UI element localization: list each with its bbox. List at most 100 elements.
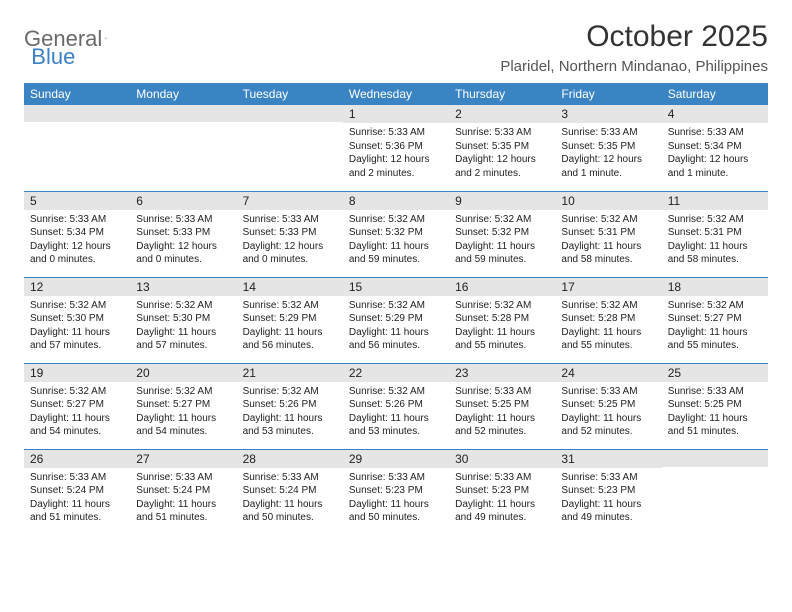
day-cell: 10Sunrise: 5:32 AMSunset: 5:31 PMDayligh… <box>555 191 661 277</box>
day-cell: 5Sunrise: 5:33 AMSunset: 5:34 PMDaylight… <box>24 191 130 277</box>
day-data: Sunrise: 5:33 AMSunset: 5:35 PMDaylight:… <box>449 123 555 182</box>
day-data: Sunrise: 5:32 AMSunset: 5:29 PMDaylight:… <box>237 296 343 355</box>
day-data: Sunrise: 5:32 AMSunset: 5:27 PMDaylight:… <box>24 382 130 441</box>
month-title: October 2025 <box>500 20 768 54</box>
title-block: October 2025 Plaridel, Northern Mindanao… <box>500 20 768 75</box>
day-number: 30 <box>449 450 555 468</box>
day-data: Sunrise: 5:32 AMSunset: 5:31 PMDaylight:… <box>555 210 661 269</box>
day-data: Sunrise: 5:33 AMSunset: 5:23 PMDaylight:… <box>555 468 661 527</box>
day-data: Sunrise: 5:33 AMSunset: 5:24 PMDaylight:… <box>130 468 236 527</box>
empty-cell <box>24 105 130 191</box>
day-number: 5 <box>24 192 130 210</box>
header: General Blue October 2025 Plaridel, Nort… <box>24 20 768 75</box>
day-number <box>237 105 343 122</box>
day-number: 27 <box>130 450 236 468</box>
day-number: 19 <box>24 364 130 382</box>
day-cell: 19Sunrise: 5:32 AMSunset: 5:27 PMDayligh… <box>24 363 130 449</box>
day-cell: 26Sunrise: 5:33 AMSunset: 5:24 PMDayligh… <box>24 449 130 535</box>
day-data: Sunrise: 5:32 AMSunset: 5:26 PMDaylight:… <box>343 382 449 441</box>
day-data: Sunrise: 5:32 AMSunset: 5:32 PMDaylight:… <box>449 210 555 269</box>
day-data: Sunrise: 5:33 AMSunset: 5:34 PMDaylight:… <box>24 210 130 269</box>
day-number: 25 <box>662 364 768 382</box>
day-number: 7 <box>237 192 343 210</box>
day-data: Sunrise: 5:33 AMSunset: 5:33 PMDaylight:… <box>237 210 343 269</box>
day-number <box>130 105 236 122</box>
day-cell: 2Sunrise: 5:33 AMSunset: 5:35 PMDaylight… <box>449 105 555 191</box>
calendar-row: 12Sunrise: 5:32 AMSunset: 5:30 PMDayligh… <box>24 277 768 363</box>
day-data: Sunrise: 5:33 AMSunset: 5:25 PMDaylight:… <box>662 382 768 441</box>
day-cell: 21Sunrise: 5:32 AMSunset: 5:26 PMDayligh… <box>237 363 343 449</box>
day-header: Monday <box>130 83 236 105</box>
day-number: 28 <box>237 450 343 468</box>
calendar-thead: SundayMondayTuesdayWednesdayThursdayFrid… <box>24 83 768 105</box>
day-data: Sunrise: 5:33 AMSunset: 5:24 PMDaylight:… <box>24 468 130 527</box>
day-data: Sunrise: 5:32 AMSunset: 5:28 PMDaylight:… <box>449 296 555 355</box>
logo: General Blue <box>24 20 171 52</box>
day-data: Sunrise: 5:32 AMSunset: 5:32 PMDaylight:… <box>343 210 449 269</box>
day-cell: 12Sunrise: 5:32 AMSunset: 5:30 PMDayligh… <box>24 277 130 363</box>
day-data: Sunrise: 5:33 AMSunset: 5:25 PMDaylight:… <box>449 382 555 441</box>
day-header: Thursday <box>449 83 555 105</box>
day-cell: 11Sunrise: 5:32 AMSunset: 5:31 PMDayligh… <box>662 191 768 277</box>
day-cell: 13Sunrise: 5:32 AMSunset: 5:30 PMDayligh… <box>130 277 236 363</box>
day-number: 16 <box>449 278 555 296</box>
day-number <box>662 450 768 467</box>
day-cell: 7Sunrise: 5:33 AMSunset: 5:33 PMDaylight… <box>237 191 343 277</box>
day-cell: 3Sunrise: 5:33 AMSunset: 5:35 PMDaylight… <box>555 105 661 191</box>
day-data: Sunrise: 5:33 AMSunset: 5:33 PMDaylight:… <box>130 210 236 269</box>
calendar-row: 26Sunrise: 5:33 AMSunset: 5:24 PMDayligh… <box>24 449 768 535</box>
day-cell: 15Sunrise: 5:32 AMSunset: 5:29 PMDayligh… <box>343 277 449 363</box>
day-cell: 31Sunrise: 5:33 AMSunset: 5:23 PMDayligh… <box>555 449 661 535</box>
day-data: Sunrise: 5:32 AMSunset: 5:31 PMDaylight:… <box>662 210 768 269</box>
day-number: 14 <box>237 278 343 296</box>
day-cell: 24Sunrise: 5:33 AMSunset: 5:25 PMDayligh… <box>555 363 661 449</box>
empty-cell <box>237 105 343 191</box>
day-data: Sunrise: 5:32 AMSunset: 5:27 PMDaylight:… <box>662 296 768 355</box>
day-number: 24 <box>555 364 661 382</box>
day-cell: 9Sunrise: 5:32 AMSunset: 5:32 PMDaylight… <box>449 191 555 277</box>
day-data: Sunrise: 5:33 AMSunset: 5:23 PMDaylight:… <box>343 468 449 527</box>
day-number: 17 <box>555 278 661 296</box>
day-number: 3 <box>555 105 661 123</box>
day-header: Wednesday <box>343 83 449 105</box>
day-cell: 23Sunrise: 5:33 AMSunset: 5:25 PMDayligh… <box>449 363 555 449</box>
day-cell: 1Sunrise: 5:33 AMSunset: 5:36 PMDaylight… <box>343 105 449 191</box>
empty-cell <box>130 105 236 191</box>
day-header: Friday <box>555 83 661 105</box>
calendar-row: 19Sunrise: 5:32 AMSunset: 5:27 PMDayligh… <box>24 363 768 449</box>
logo-sail-icon <box>105 31 107 45</box>
day-cell: 29Sunrise: 5:33 AMSunset: 5:23 PMDayligh… <box>343 449 449 535</box>
day-cell: 27Sunrise: 5:33 AMSunset: 5:24 PMDayligh… <box>130 449 236 535</box>
day-data: Sunrise: 5:32 AMSunset: 5:29 PMDaylight:… <box>343 296 449 355</box>
day-cell: 18Sunrise: 5:32 AMSunset: 5:27 PMDayligh… <box>662 277 768 363</box>
location-text: Plaridel, Northern Mindanao, Philippines <box>500 58 768 75</box>
day-data: Sunrise: 5:33 AMSunset: 5:36 PMDaylight:… <box>343 123 449 182</box>
day-number: 18 <box>662 278 768 296</box>
day-data: Sunrise: 5:33 AMSunset: 5:34 PMDaylight:… <box>662 123 768 182</box>
day-number: 29 <box>343 450 449 468</box>
day-number: 12 <box>24 278 130 296</box>
day-cell: 25Sunrise: 5:33 AMSunset: 5:25 PMDayligh… <box>662 363 768 449</box>
calendar-body: 1Sunrise: 5:33 AMSunset: 5:36 PMDaylight… <box>24 105 768 535</box>
day-cell: 17Sunrise: 5:32 AMSunset: 5:28 PMDayligh… <box>555 277 661 363</box>
day-number: 8 <box>343 192 449 210</box>
day-cell: 28Sunrise: 5:33 AMSunset: 5:24 PMDayligh… <box>237 449 343 535</box>
day-cell: 16Sunrise: 5:32 AMSunset: 5:28 PMDayligh… <box>449 277 555 363</box>
day-number: 15 <box>343 278 449 296</box>
calendar-page: General Blue October 2025 Plaridel, Nort… <box>0 0 792 555</box>
day-number: 1 <box>343 105 449 123</box>
day-data: Sunrise: 5:32 AMSunset: 5:30 PMDaylight:… <box>24 296 130 355</box>
day-data: Sunrise: 5:33 AMSunset: 5:35 PMDaylight:… <box>555 123 661 182</box>
day-number: 6 <box>130 192 236 210</box>
day-cell: 14Sunrise: 5:32 AMSunset: 5:29 PMDayligh… <box>237 277 343 363</box>
day-number: 22 <box>343 364 449 382</box>
day-number: 13 <box>130 278 236 296</box>
day-cell: 6Sunrise: 5:33 AMSunset: 5:33 PMDaylight… <box>130 191 236 277</box>
day-data: Sunrise: 5:33 AMSunset: 5:24 PMDaylight:… <box>237 468 343 527</box>
day-header: Saturday <box>662 83 768 105</box>
day-number: 21 <box>237 364 343 382</box>
day-data: Sunrise: 5:32 AMSunset: 5:27 PMDaylight:… <box>130 382 236 441</box>
empty-cell <box>662 449 768 535</box>
day-data: Sunrise: 5:32 AMSunset: 5:26 PMDaylight:… <box>237 382 343 441</box>
day-number: 11 <box>662 192 768 210</box>
